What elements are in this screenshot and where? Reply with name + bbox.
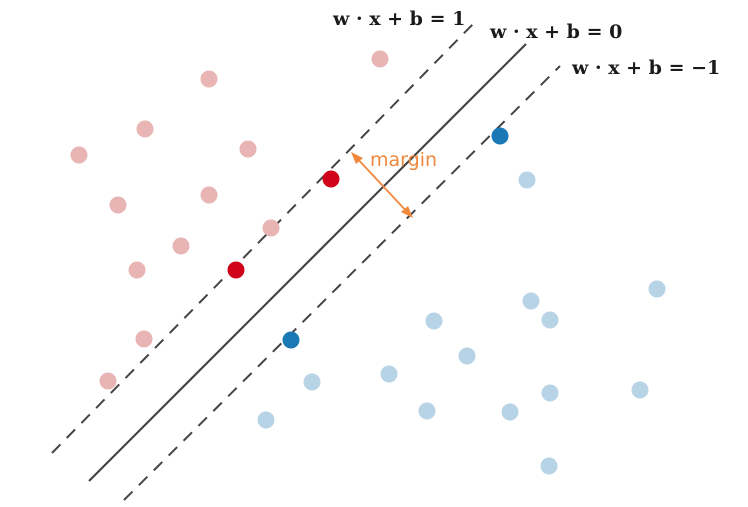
red-support-vector xyxy=(322,170,340,188)
red-point xyxy=(200,186,218,204)
red-point xyxy=(136,120,154,138)
red-point xyxy=(262,219,280,237)
blue-point xyxy=(648,280,666,298)
red-point xyxy=(172,237,190,255)
blue-point xyxy=(541,384,559,402)
red-point xyxy=(70,146,88,164)
red-point xyxy=(135,330,153,348)
blue-point xyxy=(303,373,321,391)
equation-center: w · x + b = 0 xyxy=(489,21,622,43)
blue-point xyxy=(522,292,540,310)
red-point xyxy=(128,261,146,279)
blue-point xyxy=(418,402,436,420)
red-point xyxy=(200,70,218,88)
blue-point xyxy=(425,312,443,330)
blue-support-vector xyxy=(491,127,509,145)
decision-boundary-line xyxy=(88,43,527,482)
red-point xyxy=(371,50,389,68)
red-point xyxy=(109,196,127,214)
negative-margin-line xyxy=(123,65,561,501)
equation-positive: w · x + b = 1 xyxy=(332,8,465,30)
positive-margin-line xyxy=(51,20,477,454)
data-points xyxy=(70,50,666,475)
blue-point xyxy=(540,457,558,475)
blue-point xyxy=(631,381,649,399)
blue-support-vector xyxy=(282,331,300,349)
blue-point xyxy=(458,347,476,365)
red-point xyxy=(239,140,257,158)
margin-arrow xyxy=(351,152,413,218)
red-support-vector xyxy=(227,261,245,279)
blue-point xyxy=(380,365,398,383)
blue-point xyxy=(541,311,559,329)
red-point xyxy=(99,372,117,390)
blue-point xyxy=(518,171,536,189)
equation-negative: w · x + b = −1 xyxy=(571,57,720,79)
blue-point xyxy=(501,403,519,421)
blue-point xyxy=(257,411,275,429)
margin-label: margin xyxy=(370,149,437,171)
